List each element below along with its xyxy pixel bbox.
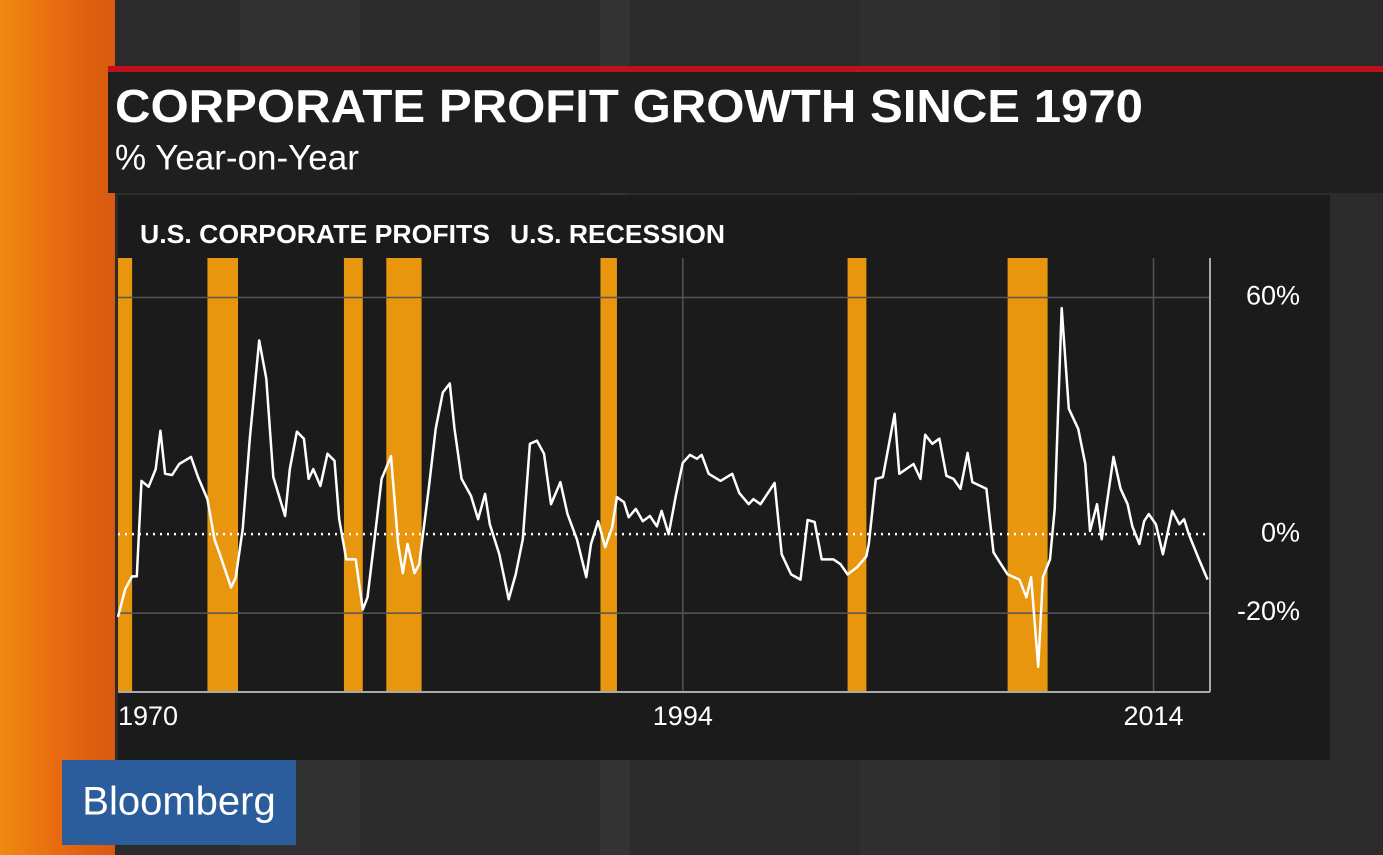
y-tick-label: 0% — [1261, 517, 1300, 547]
recession-band — [600, 258, 617, 692]
legend-entry: U.S. RECESSION — [510, 219, 725, 249]
recession-band — [343, 258, 363, 692]
y-tick-label: 60% — [1246, 281, 1300, 311]
chart-subtitle: % Year-on-Year — [115, 138, 359, 177]
x-tick-label: 1994 — [653, 701, 713, 731]
y-tick-label: -20% — [1237, 596, 1300, 626]
chart-title: CORPORATE PROFIT GROWTH SINCE 1970 — [115, 80, 1143, 132]
recession-band — [207, 258, 239, 692]
recession-band — [1007, 258, 1048, 692]
x-tick-label: 2014 — [1123, 701, 1183, 731]
brand: Bloomberg — [82, 780, 275, 824]
legend-entry: U.S. CORPORATE PROFITS — [140, 219, 490, 249]
title-panel — [108, 72, 1383, 193]
brand-box — [62, 760, 296, 845]
side-bar — [0, 0, 115, 855]
recession-band — [118, 258, 133, 692]
title-rule — [108, 66, 1383, 72]
x-tick-label: 1970 — [118, 701, 178, 731]
recession-band — [847, 258, 867, 692]
data-line — [116, 306, 1209, 668]
